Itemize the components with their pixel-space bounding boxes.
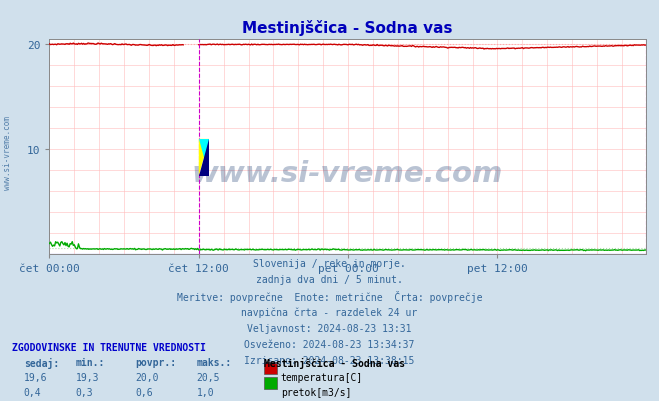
Text: Mestinjščica - Sodna vas: Mestinjščica - Sodna vas [264, 357, 405, 368]
Text: 0,4: 0,4 [24, 387, 42, 397]
Text: Slovenija / reke in morje.: Slovenija / reke in morje. [253, 259, 406, 269]
Text: 0,6: 0,6 [135, 387, 153, 397]
Text: Meritve: povprečne  Enote: metrične  Črta: povprečje: Meritve: povprečne Enote: metrične Črta:… [177, 291, 482, 303]
Title: Mestinjščica - Sodna vas: Mestinjščica - Sodna vas [243, 20, 453, 36]
Polygon shape [199, 140, 209, 176]
Text: maks.:: maks.: [196, 357, 231, 367]
Text: Osveženo: 2024-08-23 13:34:37: Osveženo: 2024-08-23 13:34:37 [244, 339, 415, 349]
Polygon shape [199, 140, 209, 176]
Text: Veljavnost: 2024-08-23 13:31: Veljavnost: 2024-08-23 13:31 [247, 323, 412, 333]
Text: povpr.:: povpr.: [135, 357, 176, 367]
Text: navpična črta - razdelek 24 ur: navpična črta - razdelek 24 ur [241, 307, 418, 317]
Text: 0,3: 0,3 [76, 387, 94, 397]
Text: pretok[m3/s]: pretok[m3/s] [281, 387, 351, 397]
Text: sedaj:: sedaj: [24, 357, 59, 368]
Text: ZGODOVINSKE IN TRENUTNE VREDNOSTI: ZGODOVINSKE IN TRENUTNE VREDNOSTI [12, 342, 206, 352]
Text: temperatura[C]: temperatura[C] [281, 372, 363, 382]
Text: 19,6: 19,6 [24, 372, 47, 382]
Text: Izrisano: 2024-08-23 13:38:15: Izrisano: 2024-08-23 13:38:15 [244, 355, 415, 365]
Text: 19,3: 19,3 [76, 372, 100, 382]
Text: www.si-vreme.com: www.si-vreme.com [3, 115, 13, 189]
Text: 20,5: 20,5 [196, 372, 220, 382]
Text: www.si-vreme.com: www.si-vreme.com [192, 159, 503, 187]
Text: 1,0: 1,0 [196, 387, 214, 397]
Polygon shape [199, 140, 209, 176]
Text: 20,0: 20,0 [135, 372, 159, 382]
Text: zadnja dva dni / 5 minut.: zadnja dva dni / 5 minut. [256, 275, 403, 285]
Text: min.:: min.: [76, 357, 105, 367]
